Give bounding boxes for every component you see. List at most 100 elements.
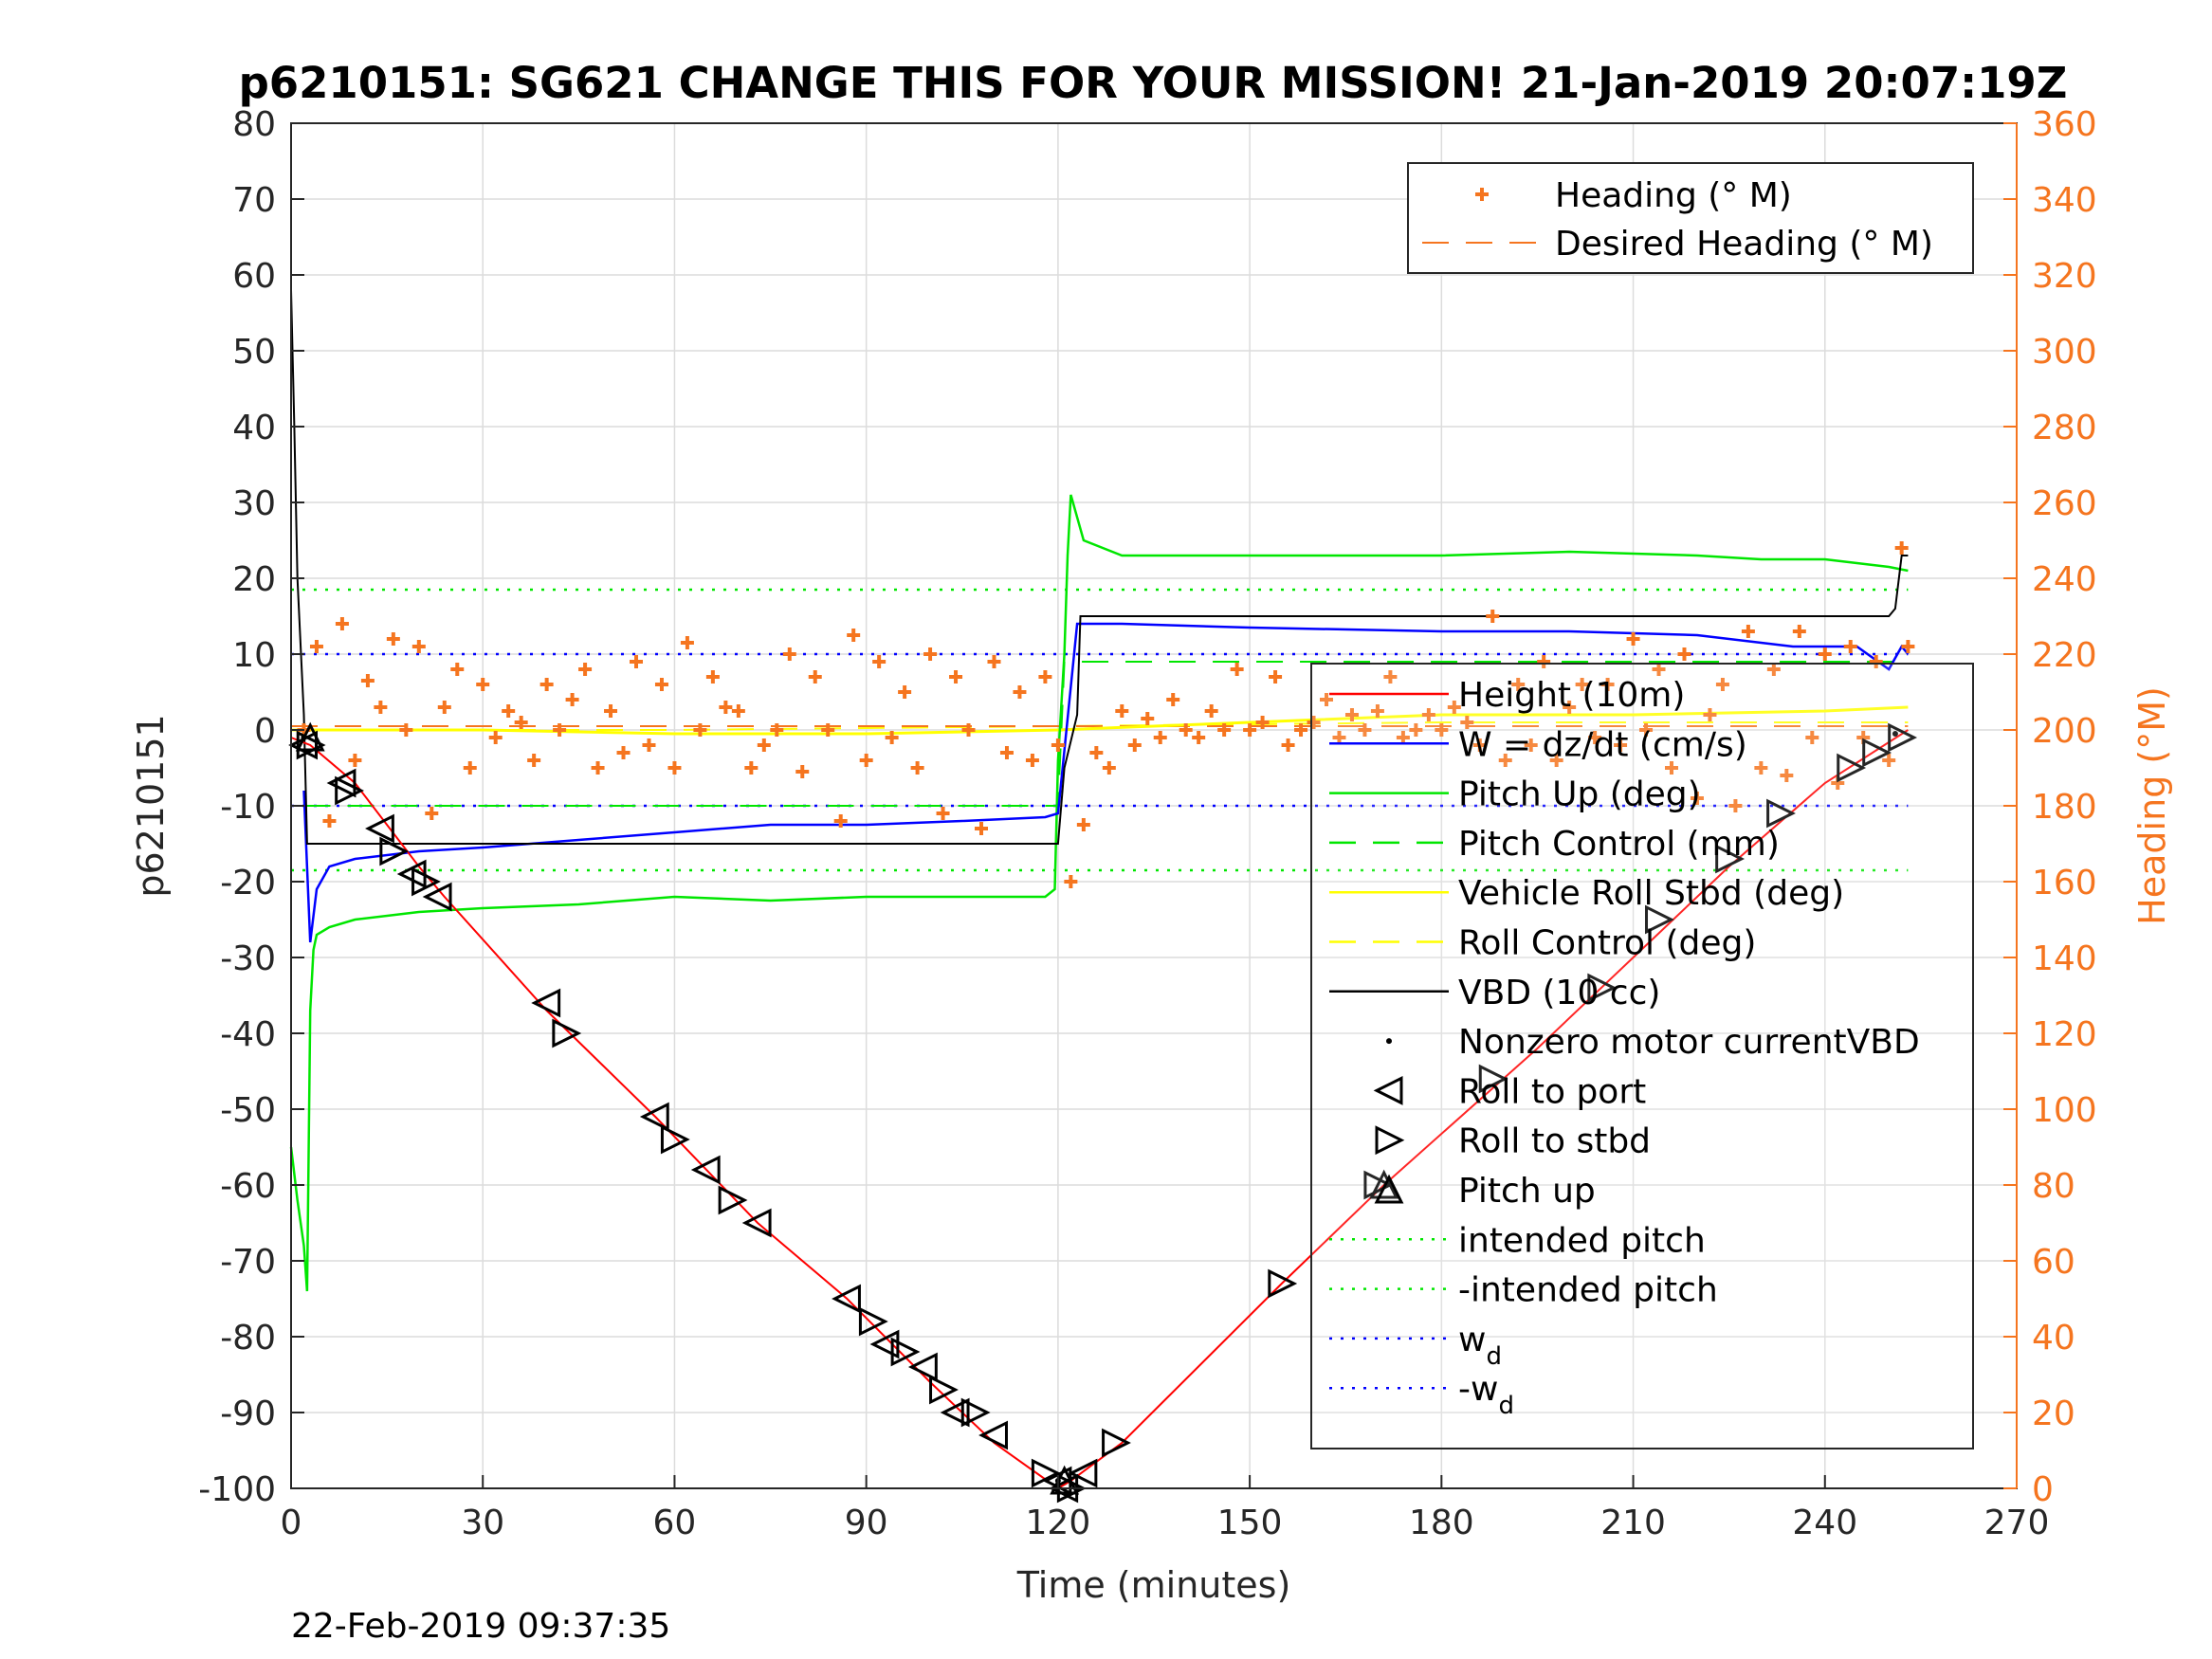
legend-label-text: W = dz/dt (cm/s) [1458,725,1747,764]
series-vehicle-roll-stbd-deg [291,705,1909,736]
heading-point [1901,640,1915,653]
heading-point [374,701,388,714]
heading-point [1051,738,1065,752]
legend-main-label: wd [1458,1321,1502,1371]
heading-point [1715,678,1729,691]
heading-point [399,723,413,737]
heading-point [936,807,950,820]
roll-to-port-marker [1068,1458,1098,1488]
y-tick-label: 80 [232,105,276,144]
heading-point [1166,693,1180,706]
vbd-motor-marker [1892,731,1898,737]
heading-point [808,670,822,684]
heading-point [1344,708,1359,721]
heading-point [411,640,426,653]
heading-point [770,723,784,737]
heading-point [1102,761,1116,775]
heading-point [591,761,605,775]
roll-to-port-marker [365,813,394,844]
heading-point [1818,647,1832,661]
heading-point [527,754,541,767]
heading-point [1703,708,1717,721]
heading-point [1498,754,1512,767]
heading-point [1396,731,1410,744]
heading-point [1064,875,1078,888]
heading-point [821,723,835,737]
legend-swatch [1373,1075,1403,1105]
x-axis: 0 30 60 90 120 150 180 210 240 270 [281,1475,2049,1542]
heading-point [847,629,861,642]
heading-point [502,704,516,718]
x-tick-label: 30 [461,1504,504,1542]
heading-point [1652,663,1666,676]
roll-to-stbd-marker [379,836,410,866]
legend-label-text: Roll to port [1458,1072,1646,1111]
legend-main-label: -wd [1458,1370,1514,1420]
heading-point [1013,685,1027,699]
legend-label-text: Vehicle Roll Stbd (deg) [1458,874,1844,913]
heading-point [705,670,720,684]
heading-point [1115,704,1129,718]
roll-to-stbd-marker [1102,1428,1131,1458]
y2-tick-label: 200 [2032,712,2097,751]
heading-point [539,678,554,691]
heading-point [885,731,899,744]
heading-point [1754,761,1768,775]
heading-point [1894,541,1909,555]
heading-point [553,723,567,737]
heading-point [1204,704,1218,718]
y2-tick-label: 0 [2032,1470,2054,1509]
heading-point [1728,799,1743,812]
y-tick-label: 30 [232,484,276,523]
roll-to-port-marker [326,768,356,798]
heading-point [514,716,528,729]
x-tick-label: 180 [1409,1504,1474,1542]
legend-label-text: VBD (10 cc) [1458,974,1660,1012]
legend-label-text: Pitch Control (mm) [1458,825,1780,864]
legend-main: Height (10m) W = dz/dt (cm/s) Pitch Up (de… [1310,663,1974,1449]
heading-point [1217,723,1232,737]
heading-point [425,807,439,820]
roll-to-stbd-marker [1478,1064,1508,1094]
roll-to-stbd-marker [1031,1458,1061,1488]
heading-point [999,746,1014,759]
heading-point [1358,723,1372,737]
heading-point [348,754,362,767]
heading-point [1805,731,1819,744]
heading-point [1780,769,1794,782]
roll-to-stbd-marker [858,1306,888,1337]
vbd-motor-marker [301,735,307,740]
y-tick-label: -100 [198,1470,276,1509]
heading-point [1435,723,1449,737]
legend-heading-swatch [1475,188,1489,201]
heading-point [1153,731,1167,744]
heading-point [450,663,465,676]
y2-tick-label: 180 [2032,788,2097,827]
heading-point [488,731,503,744]
heading-point [1690,792,1704,805]
roll-to-stbd-marker [1862,738,1892,768]
heading-point [1269,670,1283,684]
roll-to-stbd-marker [929,1375,959,1405]
legend-main-label: Pitch up [1458,1172,1596,1211]
chart-title: p6210151: SG621 CHANGE THIS FOR YOUR MIS… [239,58,2068,108]
legend-swatch [1375,1125,1405,1156]
y2-tick-label: 140 [2032,939,2097,978]
heading-point [1243,723,1257,737]
heading-point [859,754,873,767]
roll-to-stbd-marker [890,1337,921,1367]
y2-tick-label: 320 [2032,257,2097,296]
roll-to-stbd-marker [1587,973,1618,1003]
heading-point [923,647,938,661]
heading-point [693,723,707,737]
heading-point [1472,738,1487,752]
heading-point [1524,738,1538,752]
heading-point [604,704,618,718]
heading-point [322,814,337,828]
heading-point [1549,754,1563,767]
y2-tick-label: 240 [2032,560,2097,599]
roll-to-stbd-marker [1363,1170,1394,1200]
legend-main-label: W = dz/dt (cm/s) [1458,725,1747,764]
heading-point [1792,625,1806,638]
y-tick-label: -20 [220,864,276,902]
